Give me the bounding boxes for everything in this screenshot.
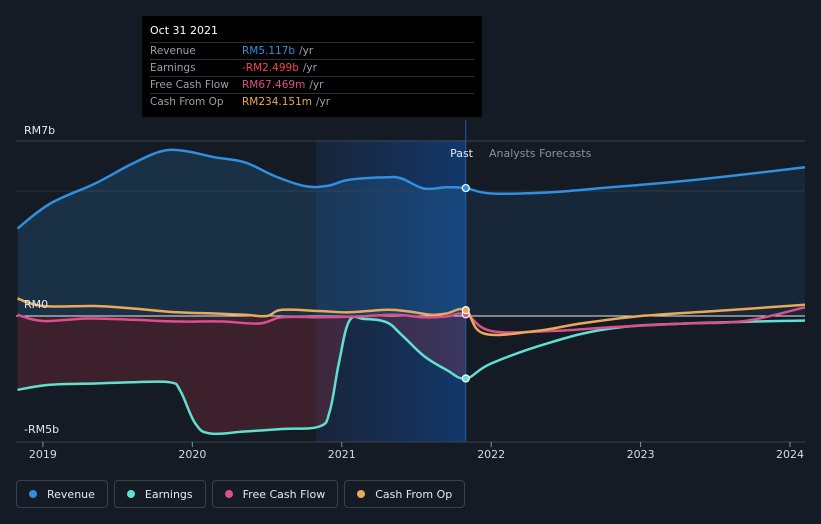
tooltip-row-revenue: Revenue RM5.117b /yr [150, 42, 474, 59]
chart-area: RM7b RM0 -RM5b Past Analysts Forecasts 2… [16, 120, 806, 461]
earnings-line [17, 315, 806, 436]
chart-legend: Revenue Earnings Free Cash Flow Cash Fro… [16, 480, 466, 508]
x-tick-label: 2023 [627, 448, 655, 461]
tooltip-value: RM67.469m [242, 79, 306, 91]
y-tick-label-top: RM7b [24, 124, 55, 137]
earnings-dot-icon [126, 490, 135, 498]
cash-from-op-dot-icon [357, 490, 366, 498]
tooltip-label: Free Cash Flow [150, 79, 229, 91]
tooltip-row-fcf: Free Cash Flow RM67.469m /yr [150, 76, 474, 93]
y-tick-label-bottom: -RM5b [24, 423, 59, 436]
tooltip-row-cfo: Cash From Op RM234.151m /yr [150, 93, 474, 110]
legend-label: Cash From Op [375, 487, 453, 501]
revenue-area [17, 149, 466, 316]
revenue-dot-icon [29, 490, 37, 498]
legend-free-cash-flow[interactable]: Free Cash Flow [211, 480, 339, 508]
earnings-marker [461, 374, 470, 383]
free-cash-flow-line [17, 306, 806, 334]
past-label: Past [450, 147, 474, 160]
data-tooltip: Oct 31 2021 Revenue RM5.117b /yr Earning… [142, 16, 482, 117]
tooltip-value: RM234.151m [242, 96, 313, 108]
forecast-label: Analysts Forecasts [489, 147, 592, 160]
legend-label: Earnings [144, 487, 193, 501]
cash-from-op-marker [461, 306, 470, 315]
x-tick-label: 2021 [328, 448, 356, 461]
revenue-marker [461, 183, 470, 193]
tooltip-unit: /yr [316, 96, 331, 108]
tooltip-value: -RM2.499b [242, 62, 299, 74]
revenue-forecast-area [465, 167, 805, 316]
x-tick-label: 2024 [776, 448, 804, 461]
earnings-area [17, 316, 466, 434]
tooltip-label: Revenue [150, 45, 196, 57]
free-cash-flow-dot-icon [224, 490, 233, 498]
legend-revenue[interactable]: Revenue [16, 480, 108, 508]
x-tick-label: 2020 [178, 448, 206, 461]
tooltip-label: Cash From Op [150, 96, 224, 108]
legend-label: Free Cash Flow [242, 487, 326, 501]
tooltip-value: RM5.117b [242, 45, 296, 57]
cash-from-op-line [17, 297, 806, 337]
revenue-line [16, 148, 806, 230]
tooltip-label: Earnings [150, 62, 196, 74]
x-tick-label: 2019 [29, 448, 57, 461]
x-tick-label: 2022 [477, 448, 505, 461]
past-year-highlight [316, 140, 466, 442]
tooltip-row-earnings: Earnings -RM2.499b /yr [150, 59, 474, 76]
tooltip-date: Oct 31 2021 [150, 24, 219, 37]
tooltip-unit: /yr [299, 45, 314, 57]
tooltip-unit: /yr [309, 79, 324, 91]
legend-earnings[interactable]: Earnings [113, 480, 206, 508]
y-tick-label-zero: RM0 [24, 298, 48, 311]
legend-cash-from-op[interactable]: Cash From Op [344, 480, 466, 508]
tooltip-unit: /yr [302, 62, 317, 74]
legend-label: Revenue [47, 487, 95, 501]
